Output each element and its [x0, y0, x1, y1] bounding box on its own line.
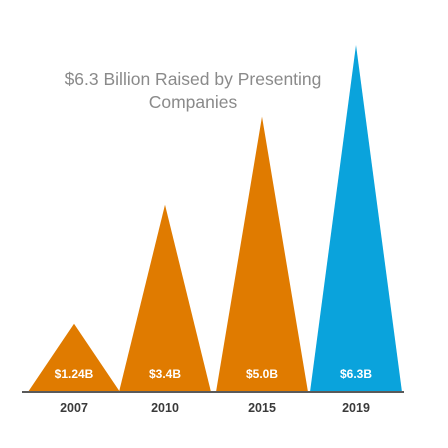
x-tick-2007: 2007 — [60, 401, 88, 415]
chart-marks: $1.24B $3.4B $5.0B $6.3B — [28, 45, 402, 392]
bar-2019 — [310, 45, 402, 392]
bar-2010 — [119, 204, 211, 392]
x-tick-2015: 2015 — [248, 401, 276, 415]
chart-title-line-1: $6.3 Billion Raised by Presenting — [65, 69, 322, 89]
data-label-2015: $5.0B — [246, 367, 278, 381]
x-tick-2010: 2010 — [151, 401, 179, 415]
data-label-2007: $1.24B — [55, 367, 94, 381]
data-label-2010: $3.4B — [149, 367, 181, 381]
bar-2007 — [28, 323, 120, 392]
bar-2015 — [216, 116, 308, 392]
data-label-2019: $6.3B — [340, 367, 372, 381]
chart-ticks: 2007 2010 2015 2019 — [60, 401, 370, 415]
chart-title-line-2: Companies — [149, 92, 238, 112]
x-tick-2019: 2019 — [342, 401, 370, 415]
